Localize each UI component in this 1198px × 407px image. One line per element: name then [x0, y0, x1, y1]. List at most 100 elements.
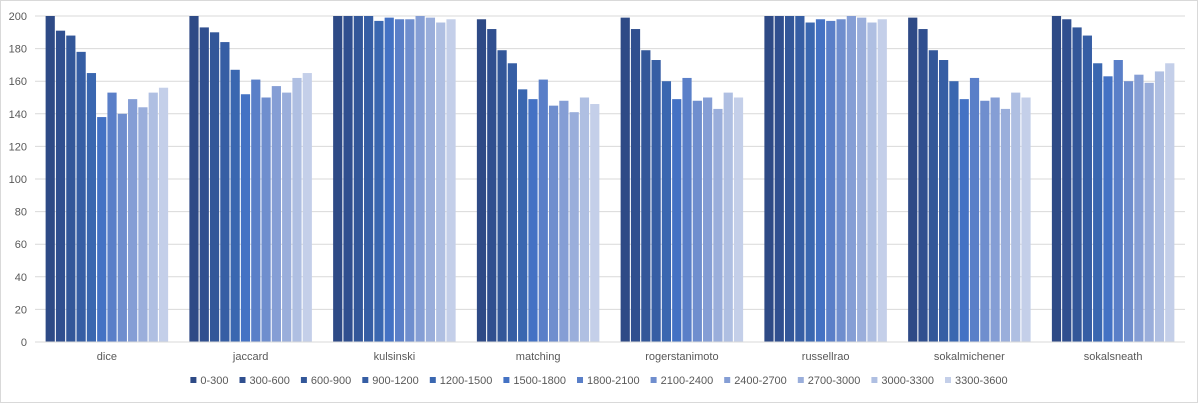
- legend-swatch: [362, 377, 369, 383]
- legend-label: 2100-2400: [661, 375, 714, 387]
- y-tick-label: 20: [15, 304, 27, 316]
- bar: [867, 22, 877, 343]
- bar: [692, 100, 702, 342]
- bar: [251, 79, 261, 342]
- legend-swatch: [300, 377, 307, 383]
- bar: [703, 97, 713, 342]
- bar: [641, 50, 651, 342]
- bar: [661, 81, 672, 342]
- y-tick-label: 0: [21, 337, 27, 349]
- bar: [333, 16, 343, 342]
- bar: [784, 16, 795, 342]
- legend-swatch: [797, 377, 804, 383]
- legend-swatch: [871, 377, 878, 383]
- legend-item: 300-600: [239, 375, 290, 387]
- bar: [1165, 63, 1175, 343]
- bar: [302, 73, 312, 343]
- bar: [405, 19, 415, 342]
- legend-item: 0-300: [190, 375, 229, 387]
- legend-label: 2400-2700: [734, 375, 787, 387]
- bar: [1021, 97, 1031, 342]
- bar: [1093, 63, 1103, 343]
- bar: [518, 89, 528, 342]
- bar: [45, 16, 55, 342]
- bar: [559, 100, 569, 342]
- bar: [76, 51, 86, 343]
- legend-label: 1800-2100: [587, 375, 640, 387]
- legend-label: 3000-3300: [881, 375, 934, 387]
- category-label: jaccard: [232, 351, 268, 363]
- bar: [630, 29, 641, 342]
- bar: [1000, 108, 1011, 342]
- bar: [1062, 19, 1072, 342]
- bar: [569, 112, 579, 342]
- y-tick-label: 160: [9, 76, 27, 88]
- legend-item: 3000-3300: [871, 375, 934, 387]
- bar: [425, 17, 436, 342]
- bar: [86, 73, 97, 343]
- y-tick-label: 120: [9, 141, 27, 153]
- bar: [620, 17, 630, 342]
- bar: [364, 16, 374, 342]
- bar: [394, 19, 405, 342]
- bar: [343, 16, 353, 342]
- bar: [158, 87, 169, 342]
- bar: [1072, 27, 1082, 342]
- bar: [436, 22, 446, 343]
- bar: [384, 17, 394, 342]
- bar: [220, 42, 230, 342]
- legend-item: 2400-2700: [724, 375, 787, 387]
- category-label: sokalsneath: [1084, 351, 1143, 363]
- bar: [261, 97, 271, 342]
- bar: [415, 16, 425, 342]
- bar: [1144, 82, 1154, 342]
- bar: [128, 99, 138, 342]
- legend-swatch: [429, 377, 436, 383]
- legend-item: 2700-3000: [797, 375, 860, 387]
- bar: [271, 86, 281, 342]
- bar: [1011, 92, 1021, 342]
- y-tick-label: 40: [15, 272, 27, 284]
- legend-item: 3300-3600: [945, 375, 1008, 387]
- bar: [476, 19, 487, 342]
- bar: [590, 104, 600, 343]
- legend-item: 2100-2400: [650, 375, 714, 387]
- bar: [713, 108, 723, 342]
- bar: [672, 99, 682, 342]
- bar: [579, 97, 590, 342]
- bar: [857, 17, 867, 342]
- bar: [97, 117, 107, 342]
- bar: [374, 20, 384, 342]
- legend-item: 900-1200: [362, 375, 419, 387]
- bar: [1103, 76, 1113, 342]
- bar: [138, 107, 148, 342]
- bar: [1123, 81, 1134, 342]
- bar: [764, 16, 774, 342]
- bar: [908, 17, 918, 342]
- bar: [723, 92, 733, 342]
- legend-label: 600-900: [311, 375, 351, 387]
- bar: [66, 35, 76, 343]
- bar: [209, 32, 220, 343]
- y-tick-label: 80: [15, 207, 27, 219]
- legend-swatch: [945, 377, 951, 383]
- legend-item: 1800-2100: [577, 375, 640, 387]
- bar: [682, 77, 692, 342]
- bar: [651, 60, 661, 342]
- category-label: sokalmichener: [934, 351, 1005, 363]
- bar: [189, 16, 199, 342]
- category-label: rogerstanimoto: [645, 351, 718, 363]
- category-label: dice: [97, 351, 117, 363]
- legend-label: 1500-1800: [513, 375, 566, 387]
- legend-item: 1200-1500: [429, 375, 492, 387]
- bar: [292, 77, 302, 342]
- bar: [826, 20, 836, 342]
- legend: 0-300 300-600 600-900 900-1200 1200-1500 1500…: [190, 375, 1008, 387]
- category-label: kulsinski: [374, 351, 416, 363]
- bar: [877, 19, 887, 342]
- bar: [939, 60, 949, 342]
- bar: [846, 16, 856, 342]
- bar: [199, 27, 209, 342]
